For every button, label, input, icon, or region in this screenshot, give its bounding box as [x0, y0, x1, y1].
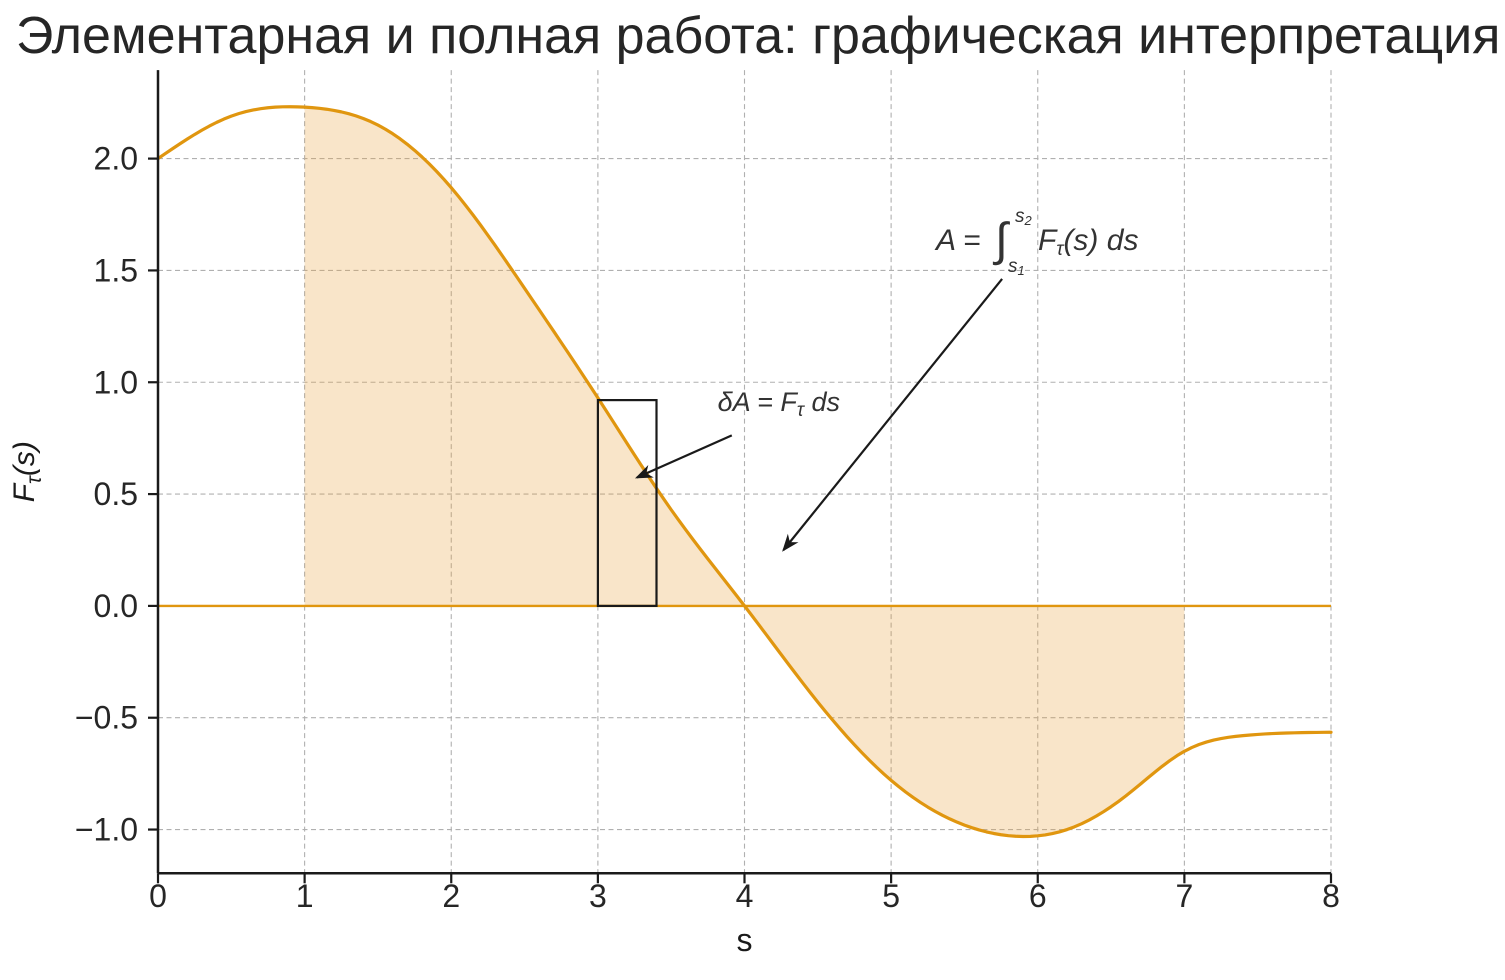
svg-text:5: 5 [882, 878, 900, 914]
svg-text:4: 4 [736, 878, 754, 914]
svg-text:=: = [963, 224, 981, 257]
svg-text:δA = Fτ ds: δA = Fτ ds [718, 387, 840, 421]
svg-text:0.5: 0.5 [94, 476, 138, 512]
svg-text:2: 2 [442, 878, 460, 914]
svg-text:−0.5: −0.5 [75, 700, 138, 736]
svg-text:−1.0: −1.0 [75, 812, 138, 848]
svg-text:1.0: 1.0 [94, 364, 138, 400]
svg-text:0.0: 0.0 [94, 588, 138, 624]
svg-text:s1: s1 [1008, 256, 1025, 278]
svg-text:1.5: 1.5 [94, 252, 138, 288]
svg-text:7: 7 [1175, 878, 1193, 914]
svg-text:A: A [934, 224, 956, 257]
svg-text:2.0: 2.0 [94, 141, 138, 177]
svg-text:1: 1 [296, 878, 314, 914]
svg-text:8: 8 [1322, 878, 1340, 914]
svg-text:s: s [737, 922, 753, 958]
svg-text:0: 0 [149, 878, 167, 914]
svg-text:Fτ(s): Fτ(s) [8, 441, 46, 502]
svg-text:Fτ(s) ds: Fτ(s) ds [1038, 224, 1138, 260]
svg-text:s2: s2 [1015, 206, 1033, 228]
svg-text:6: 6 [1029, 878, 1047, 914]
svg-text:3: 3 [589, 878, 607, 914]
